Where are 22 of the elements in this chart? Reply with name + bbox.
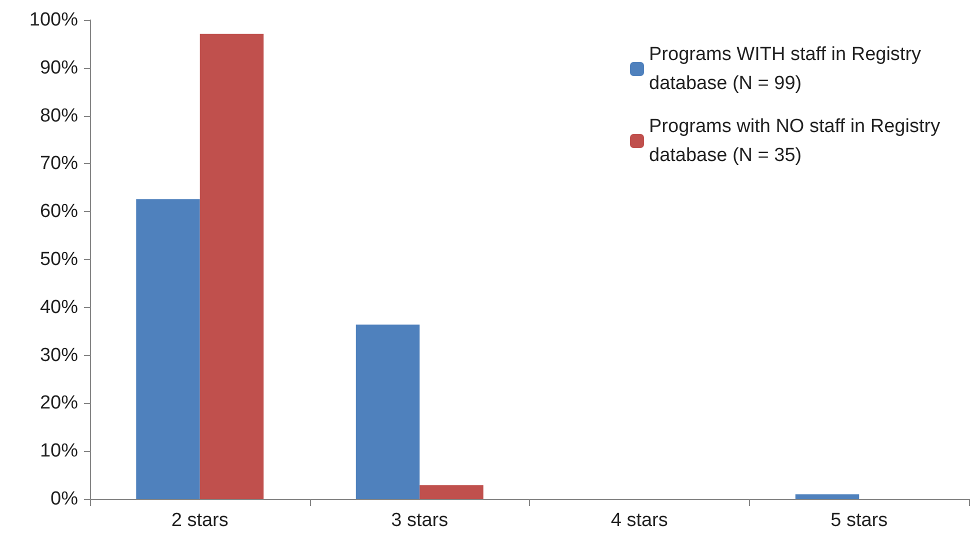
y-tick-label: 70% [40, 153, 78, 174]
y-tick-label: 50% [40, 249, 78, 270]
bar [420, 485, 484, 499]
x-tick-label: 3 stars [391, 510, 448, 531]
y-tick-label: 100% [29, 10, 78, 30]
legend-label: Programs WITH staff in Registry database (N = 99) [649, 44, 926, 94]
y-tick-label: 80% [40, 105, 78, 126]
x-tick-label: 2 stars [171, 510, 228, 531]
y-tick-label: 90% [40, 57, 78, 78]
x-tick-label: 5 stars [830, 510, 888, 531]
y-tick-label: 10% [40, 440, 78, 462]
y-tick-label: 40% [40, 296, 78, 318]
bar [795, 494, 860, 499]
bar [200, 34, 264, 499]
bar [136, 199, 200, 499]
y-tick-label: 60% [40, 201, 78, 222]
bar [356, 324, 420, 499]
x-tick-label: 4 stars [610, 510, 668, 531]
y-tick-label: 0% [50, 488, 78, 510]
y-tick-label: 20% [40, 392, 78, 414]
legend-label: Programs with NO staff in Registry database (N = 35) [649, 116, 946, 166]
y-tick-label: 30% [40, 344, 78, 366]
